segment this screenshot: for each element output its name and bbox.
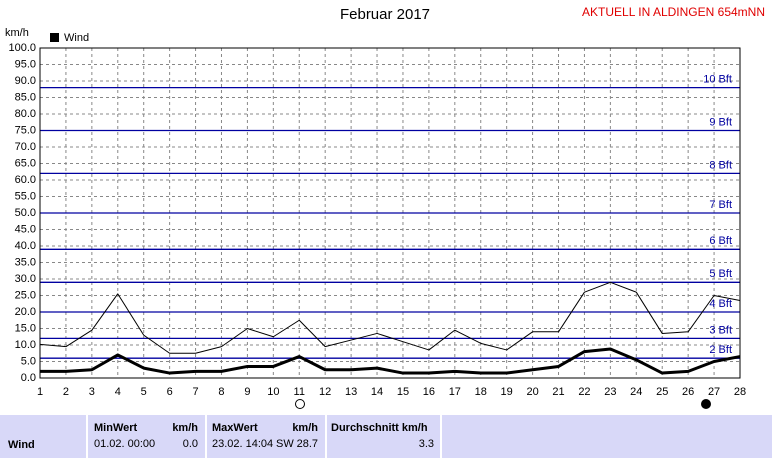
y-tick-label: 25.0 [15, 289, 36, 301]
x-tick-label: 4 [115, 386, 121, 398]
y-tick-label: 5.0 [21, 355, 36, 367]
header-note: AKTUELL IN ALDINGEN 654mNN [582, 5, 765, 19]
y-tick-label: 30.0 [15, 273, 36, 285]
plot-frame [39, 47, 741, 379]
data-line [39, 281, 741, 354]
x-tick-label: 2 [63, 386, 69, 398]
y-tick-label: 35.0 [15, 256, 36, 268]
max-direction: SW [276, 438, 294, 450]
y-tick-label: 45.0 [15, 223, 36, 235]
x-tick-label: 15 [397, 386, 409, 398]
x-tick-label: 11 [294, 386, 305, 398]
x-tick-label: 1 [37, 386, 43, 398]
x-tick-label: 7 [192, 386, 198, 398]
x-tick-label: 26 [682, 386, 694, 398]
x-tick-label: 6 [167, 386, 173, 398]
chart-title: Februar 2017 [340, 6, 430, 23]
beaufort-label: 9 Bft [709, 116, 732, 128]
avg-value: 3.3 [419, 438, 434, 450]
x-tick-label: 20 [526, 386, 538, 398]
x-tick-label: 14 [371, 386, 383, 398]
table-background [0, 415, 772, 458]
legend-swatch [50, 33, 59, 42]
x-tick-label: 24 [630, 386, 642, 398]
max-time: 23.02. 14:04 [212, 438, 273, 450]
x-tick-label: 10 [267, 386, 279, 398]
y-tick-label: 80.0 [15, 108, 36, 120]
x-tick-label: 3 [89, 386, 95, 398]
row-label: Wind [8, 439, 35, 451]
x-tick-label: 5 [141, 386, 147, 398]
y-tick-label: 65.0 [15, 157, 36, 169]
beaufort-label: 3 Bft [709, 324, 732, 336]
y-tick-label: 55.0 [15, 190, 36, 202]
x-tick-label: 12 [319, 386, 331, 398]
legend-label: Wind [64, 32, 89, 44]
x-tick-label: 28 [734, 386, 746, 398]
data-line [40, 347, 741, 375]
x-tick-label: 27 [708, 386, 720, 398]
beaufort-label: 4 Bft [709, 298, 732, 310]
y-tick-label: 60.0 [15, 174, 36, 186]
min-value: 0.0 [183, 438, 198, 450]
x-tick-label: 25 [656, 386, 668, 398]
x-tick-label: 8 [218, 386, 224, 398]
beaufort-label: 6 Bft [709, 235, 732, 247]
y-tick-label: 20.0 [15, 306, 36, 318]
y-tick-label: 15.0 [15, 322, 36, 334]
max-value: 28.7 [297, 438, 318, 450]
y-tick-label: 40.0 [15, 240, 36, 252]
beaufort-label: 7 Bft [709, 199, 732, 211]
y-tick-label: 100.0 [8, 42, 36, 54]
min-time: 01.02. 00:00 [94, 438, 155, 450]
y-tick-label: 75.0 [15, 124, 36, 136]
y-tick-label: 0.0 [21, 372, 36, 384]
x-tick-label: 19 [501, 386, 513, 398]
x-tick-label: 17 [449, 386, 461, 398]
y-tick-label: 50.0 [15, 207, 36, 219]
beaufort-label: 10 Bft [703, 74, 732, 86]
x-tick-label: 13 [345, 386, 357, 398]
y-tick-label: 95.0 [15, 58, 36, 70]
x-tick-label: 23 [604, 386, 616, 398]
beaufort-label: 8 Bft [709, 159, 732, 171]
y-tick-label: 70.0 [15, 141, 36, 153]
y-tick-label: 90.0 [15, 75, 36, 87]
x-tick-label: 18 [475, 386, 487, 398]
column-unit: km/h [172, 422, 198, 434]
x-tick-label: 16 [423, 386, 435, 398]
stats-table: Wind MinWert km/h 01.02. 00:00 0.0 MaxWe… [0, 415, 772, 458]
x-tick-label: 22 [578, 386, 590, 398]
column-header: Durchschnitt km/h [331, 422, 428, 434]
column-header: MinWert [94, 422, 138, 434]
moon-icon [701, 399, 711, 409]
x-tick-label: 9 [244, 386, 250, 398]
y-axis-label: km/h [5, 27, 29, 39]
y-tick-label: 85.0 [15, 91, 36, 103]
column-header: MaxWert [212, 422, 258, 434]
moon-icon [295, 399, 305, 409]
beaufort-label: 5 Bft [709, 268, 732, 280]
y-tick-label: 10.0 [15, 339, 36, 351]
x-tick-label: 21 [552, 386, 564, 398]
column-unit: km/h [292, 422, 318, 434]
beaufort-label: 2 Bft [709, 344, 732, 356]
